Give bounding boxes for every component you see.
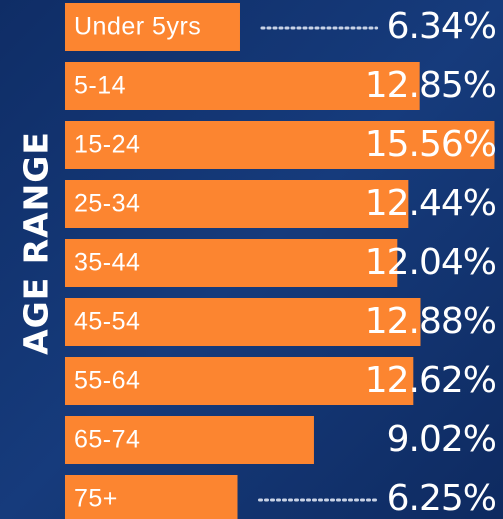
bar — [65, 357, 414, 405]
category-label: 15-24 — [74, 131, 140, 159]
category-label: 55-64 — [74, 367, 140, 395]
value-label: 12.62% — [365, 360, 496, 401]
value-label: 6.25% — [387, 478, 496, 519]
value-label: 15.56% — [365, 124, 496, 165]
value-label: 6.34% — [387, 6, 496, 47]
value-label: 12.85% — [365, 65, 496, 106]
category-label: Under 5yrs — [74, 13, 201, 41]
category-label: 5-14 — [74, 72, 126, 100]
category-label: 75+ — [74, 485, 118, 513]
bar — [65, 475, 238, 519]
category-label: 45-54 — [74, 308, 140, 336]
category-label: 35-44 — [74, 249, 140, 277]
category-label: 65-74 — [74, 426, 140, 454]
bar — [65, 180, 409, 228]
bar — [65, 298, 421, 346]
bar — [65, 239, 398, 287]
value-label: 12.88% — [365, 301, 496, 342]
value-label: 9.02% — [387, 419, 496, 460]
category-label: 25-34 — [74, 190, 140, 218]
bar — [65, 416, 314, 464]
axis-title: AGE RANGE — [17, 131, 56, 355]
bar — [65, 121, 495, 169]
value-label: 12.44% — [365, 183, 496, 224]
bar — [65, 3, 240, 51]
value-label: 12.04% — [365, 242, 496, 283]
bar — [65, 62, 420, 110]
